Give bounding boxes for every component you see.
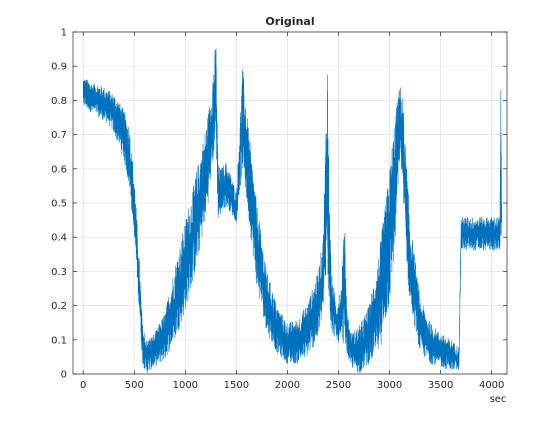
y-tick-label: 0.3 <box>51 267 67 278</box>
x-tick-label: 1500 <box>224 380 249 391</box>
data-series <box>82 48 503 373</box>
x-axis-label: sec <box>490 394 507 405</box>
x-tick-label: 2500 <box>326 380 351 391</box>
y-tick-label: 0.9 <box>51 62 67 73</box>
y-tick-label: 0.7 <box>51 130 67 141</box>
x-tick-label: 3500 <box>428 380 453 391</box>
y-tick-label: 0.1 <box>51 335 67 346</box>
y-tick-label: 0.8 <box>51 96 67 107</box>
x-tick-label: 3000 <box>377 380 402 391</box>
x-tick-label: 1000 <box>173 380 198 391</box>
y-tick-label: 0.2 <box>51 301 67 312</box>
x-tick-label: 500 <box>125 380 144 391</box>
signal-series-line <box>82 48 503 373</box>
y-tick-label: 0.4 <box>51 233 67 244</box>
x-tick-label: 2000 <box>275 380 300 391</box>
y-tick-label: 0.6 <box>51 164 67 175</box>
y-tick-label: 0 <box>61 370 67 381</box>
y-tick-label: 1 <box>61 28 67 39</box>
chart-title: Original <box>265 15 314 28</box>
x-tick-label: 0 <box>80 380 86 391</box>
axis-ticks: 0 500 1000 1500 2000 2500 3000 3500 4000 0 0.1 0.2 0… <box>51 28 507 391</box>
x-tick-label: 4000 <box>479 380 504 391</box>
y-tick-label: 0.5 <box>51 199 67 210</box>
